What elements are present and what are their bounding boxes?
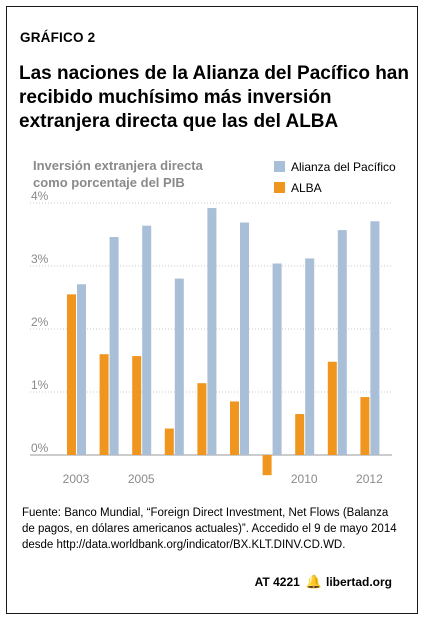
bar-alianza-2008 — [240, 222, 249, 455]
bar-alba-2008 — [230, 401, 239, 455]
source-note: Fuente: Banco Mundial, “Foreign Direct I… — [22, 507, 397, 551]
footer-site: libertad.org — [325, 575, 392, 589]
chart-frame — [6, 6, 418, 614]
bar-alba-2004 — [99, 354, 109, 455]
bar-alba-2011 — [327, 361, 337, 455]
bar-alianza-2009 — [272, 263, 282, 455]
y-tick-label: 2% — [31, 315, 49, 329]
legend-label-alba: ALBA — [291, 180, 322, 195]
y-tick-label: 1% — [31, 378, 49, 392]
bar-alba-2007 — [197, 383, 207, 455]
bar-alba-2010 — [295, 414, 305, 455]
footer-code: AT 4221 — [254, 575, 300, 589]
bar-alianza-2007 — [207, 208, 217, 455]
legend: Alianza del Pacífico ALBA — [274, 158, 396, 200]
y-tick-label: 4% — [31, 189, 49, 203]
bar-alianza-2003 — [77, 284, 86, 455]
bar-alba-2012 — [360, 397, 370, 455]
figure-label: GRÁFICO 2 — [20, 30, 96, 45]
bar-alba-2003 — [67, 294, 76, 455]
bar-alianza-2005 — [142, 225, 152, 455]
bar-alianza-2012 — [370, 221, 380, 455]
chart-headline: Las naciones de la Alianza del Pacífico … — [19, 63, 409, 132]
legend-label-alianza: Alianza del Pacífico — [291, 159, 396, 174]
y-tick-label: 3% — [31, 252, 49, 266]
bar-alianza-2011 — [337, 230, 347, 455]
liberty-bell-icon: 🔔 — [305, 574, 322, 589]
footer: AT 4221 🔔 libertad.org — [255, 574, 392, 590]
legend-item-alba: ALBA — [274, 179, 396, 196]
x-tick-label: 2012 — [356, 472, 383, 486]
bar-alianza-2004 — [109, 237, 119, 455]
chart-title: Inversión extranjera directa como porcen… — [33, 158, 203, 190]
x-tick-label: 2003 — [63, 472, 90, 486]
bar-alba-2009 — [262, 455, 272, 476]
x-tick-label: 2005 — [128, 472, 155, 486]
legend-item-alianza: Alianza del Pacífico — [274, 158, 396, 175]
x-tick-label: 2010 — [291, 472, 318, 486]
bar-chart: 0% 1% 2% 3% 4% 2003 2005 2010 2012 — [30, 189, 392, 486]
y-tick-label: 0% — [31, 441, 49, 455]
bar-alianza-2006 — [174, 278, 184, 455]
legend-swatch-alianza — [274, 161, 285, 172]
bar-alba-2005 — [132, 356, 142, 455]
legend-swatch-alba — [274, 182, 285, 193]
bar-alianza-2010 — [305, 258, 315, 455]
bar-alba-2006 — [164, 428, 174, 455]
